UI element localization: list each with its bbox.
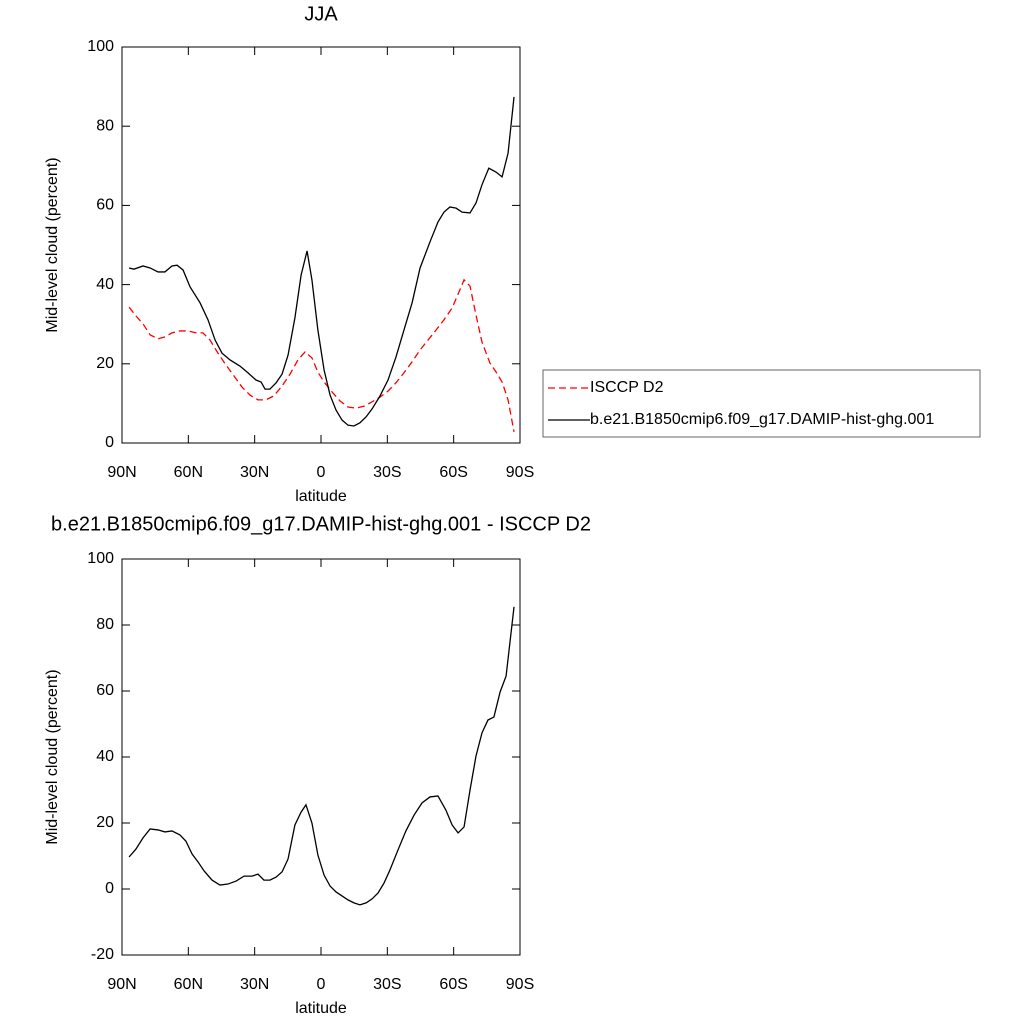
x-axis-label: latitude xyxy=(295,488,347,505)
x-tick-label: 60S xyxy=(439,976,467,993)
y-tick-label: 80 xyxy=(96,117,114,134)
x-tick-label: 30S xyxy=(373,464,401,481)
y-tick-label: 60 xyxy=(96,682,114,699)
x-tick-label: 90S xyxy=(506,464,534,481)
y-tick-label: 0 xyxy=(105,434,114,451)
x-tick-label: 30N xyxy=(240,464,269,481)
y-tick-label: 20 xyxy=(96,814,114,831)
data-line xyxy=(128,96,515,427)
x-tick-label: 30N xyxy=(240,976,269,993)
x-tick-label: 0 xyxy=(317,976,326,993)
legend-label: b.e21.B1850cmip6.f09_g17.DAMIP-hist-ghg.… xyxy=(590,411,934,428)
y-tick-label: 100 xyxy=(87,38,114,55)
y-tick-label: 80 xyxy=(96,616,114,633)
x-tick-label: 30S xyxy=(373,976,401,993)
y-tick-label: -20 xyxy=(91,946,114,963)
plot-frame xyxy=(121,46,521,444)
x-tick-label: 60N xyxy=(174,976,203,993)
y-axis-label: Mid-level cloud (percent) xyxy=(44,157,61,332)
chart-title: JJA xyxy=(304,3,338,25)
x-tick-label: 90N xyxy=(107,464,136,481)
x-axis-label: latitude xyxy=(295,1000,347,1017)
x-tick-label: 60N xyxy=(174,464,203,481)
legend-label: ISCCP D2 xyxy=(590,379,664,396)
y-tick-label: 0 xyxy=(105,880,114,897)
y-tick-label: 40 xyxy=(96,748,114,765)
chart-title: b.e21.B1850cmip6.f09_g17.DAMIP-hist-ghg.… xyxy=(51,513,591,535)
data-line xyxy=(128,606,515,906)
legend-box xyxy=(542,369,981,438)
y-tick-label: 20 xyxy=(96,355,114,372)
x-tick-label: 90S xyxy=(506,976,534,993)
y-tick-label: 100 xyxy=(87,550,114,567)
y-tick-label: 40 xyxy=(96,276,114,293)
plot-frame xyxy=(121,558,521,956)
x-tick-label: 60S xyxy=(439,464,467,481)
data-line xyxy=(128,278,515,433)
y-axis-label: Mid-level cloud (percent) xyxy=(44,669,61,844)
x-tick-label: 0 xyxy=(317,464,326,481)
y-tick-label: 60 xyxy=(96,197,114,214)
x-tick-label: 90N xyxy=(107,976,136,993)
